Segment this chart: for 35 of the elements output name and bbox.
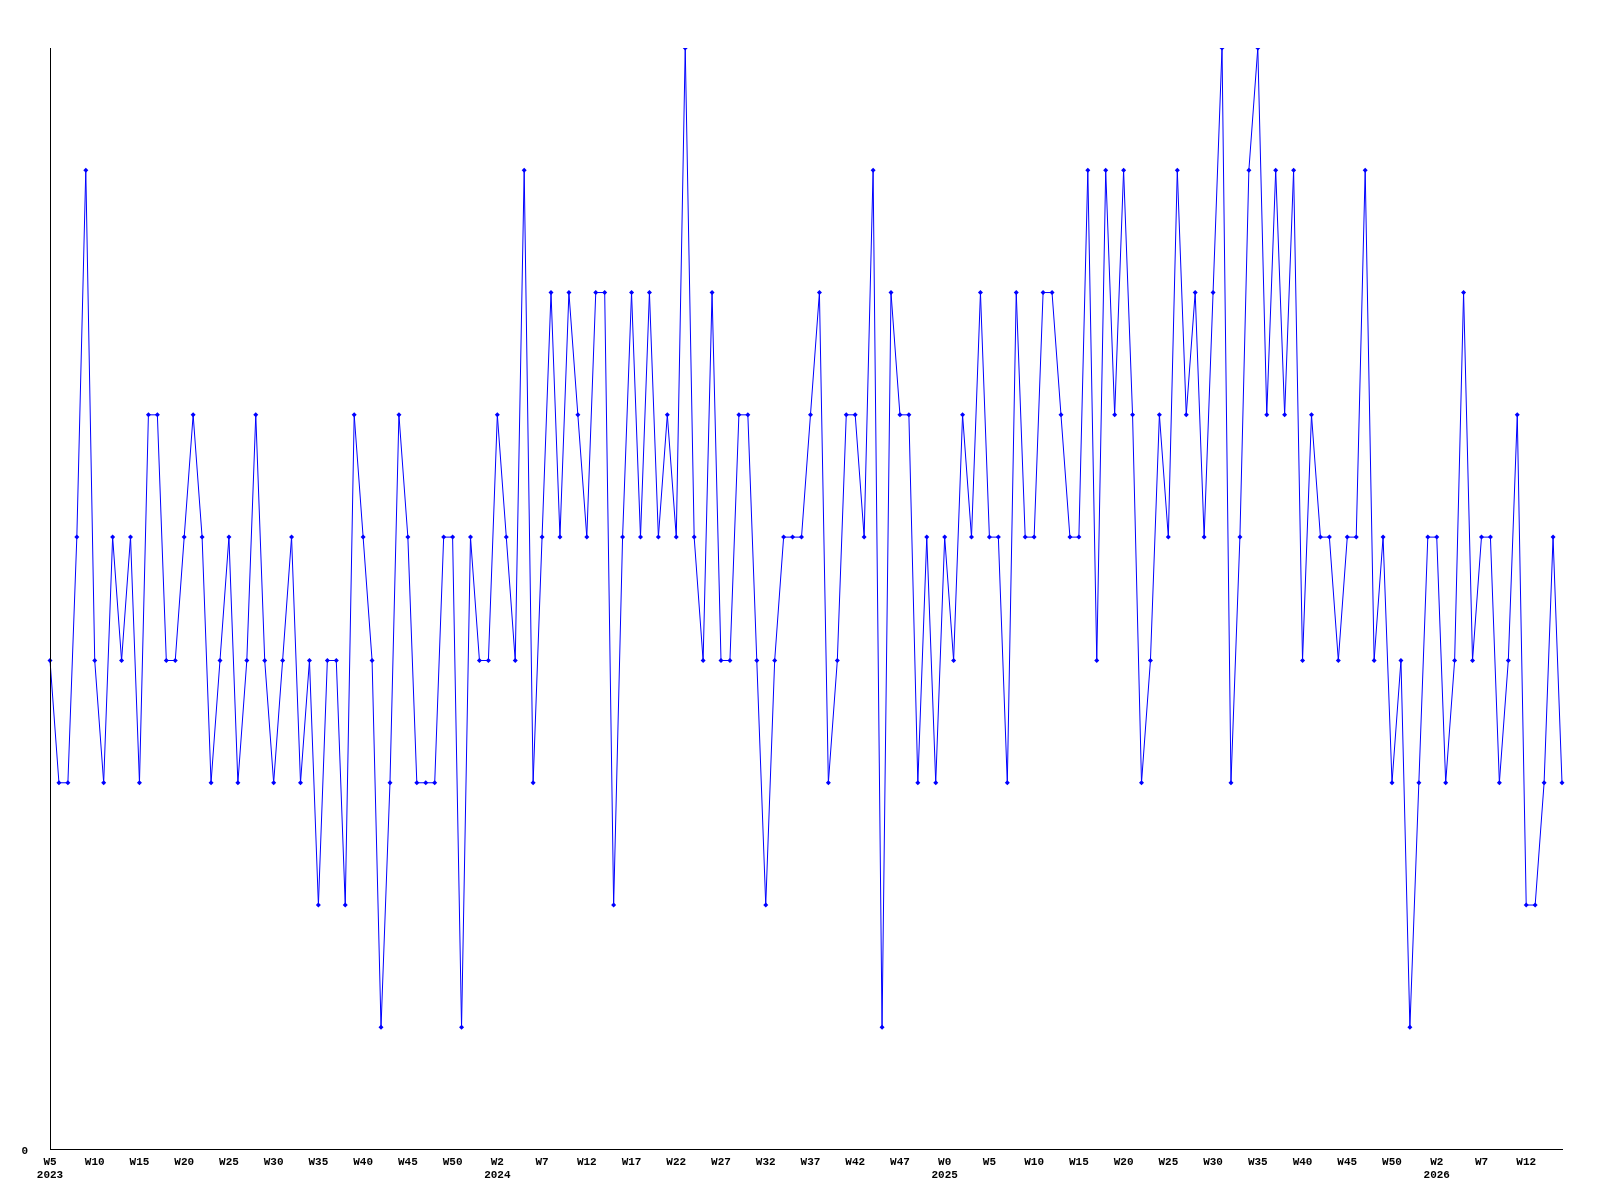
x-tick-label: W30 [263, 1155, 284, 1168]
x-tick-label: W32 [755, 1155, 776, 1168]
x-tick-label: W15 [129, 1155, 150, 1168]
x-tick-label: W50 [442, 1155, 463, 1168]
text: 0 [21, 1145, 28, 1158]
x-tick-label: W40 [353, 1155, 374, 1168]
x-tick-label: W17 [621, 1155, 642, 1168]
x-tick-label: W50 [1382, 1155, 1402, 1168]
x-tick-label: W37 [800, 1155, 821, 1168]
x-tick-label: W20 [1113, 1155, 1134, 1168]
x-tick-label: W45 [1337, 1155, 1358, 1168]
x-tick-label: W35 [1247, 1155, 1269, 1168]
x-tick-label: W2 2026 [1423, 1155, 1450, 1182]
x-tick-label: W10 [1024, 1155, 1045, 1168]
x-tick-label: W35 [308, 1155, 329, 1168]
x-tick-label: W40 [1292, 1155, 1313, 1168]
x-tick-label: W47 [890, 1155, 910, 1168]
x-tick-label: W22 [666, 1155, 687, 1168]
x-tick-label: W25 [1158, 1155, 1179, 1168]
x-tick-label: W10 [84, 1155, 105, 1168]
x-tick-label: W7 [1474, 1155, 1489, 1168]
x-tick-label: W7 [535, 1155, 549, 1168]
x-tick-label: W30 [1203, 1155, 1223, 1168]
x-tick-label: W12 [576, 1155, 597, 1168]
x-tick-label: W27 [711, 1155, 731, 1168]
x-tick-label: W2 2024 [484, 1155, 511, 1182]
x-tick-label: W42 [845, 1155, 866, 1168]
x-tick-label: W25 [219, 1155, 240, 1168]
x-tick-label: W20 [174, 1155, 195, 1168]
x-tick-label: W5 [982, 1155, 997, 1168]
x-tick-label: W12 [1516, 1155, 1537, 1168]
x-tick-label: W45 [397, 1155, 419, 1168]
x-tick-label: W15 [1068, 1155, 1090, 1168]
x-tick-label: W0 2025 [931, 1155, 959, 1182]
x-tick-label: W5 2023 [36, 1155, 64, 1182]
